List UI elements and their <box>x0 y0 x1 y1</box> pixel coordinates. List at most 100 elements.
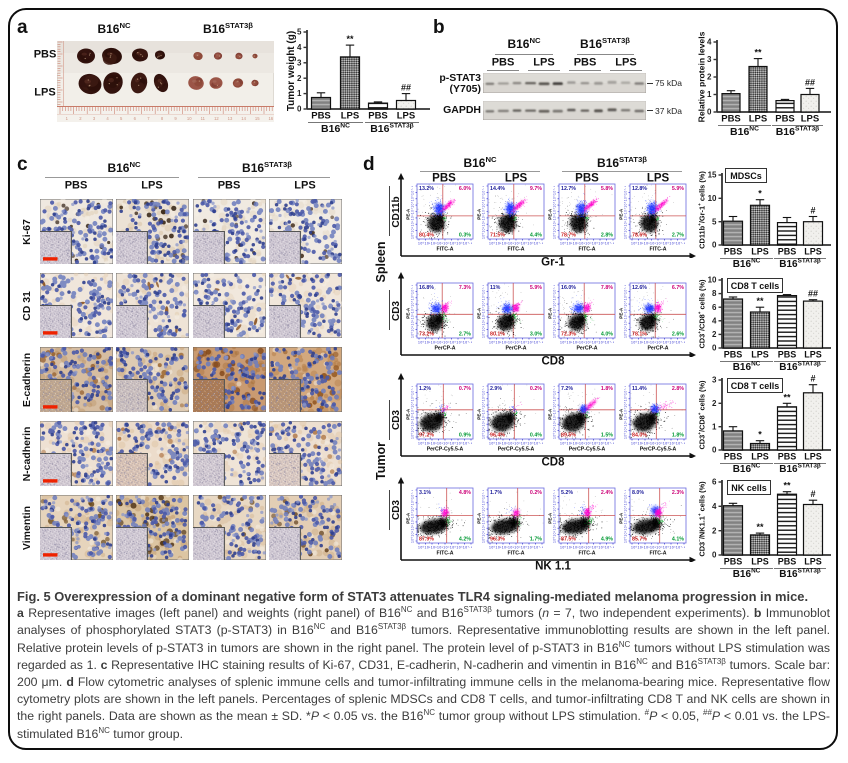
svg-text:10⁰10¹10²10³10⁴10⁵10⁶10⁷·²: 10⁰10¹10²10³10⁴10⁵10⁶10⁷·² <box>411 185 415 239</box>
svg-text:PE-A: PE-A <box>406 408 411 420</box>
svg-text:10⁰10¹10²10³10⁴10⁵10⁶10⁷·²: 10⁰10¹10²10³10⁴10⁵10⁶10⁷·² <box>624 185 628 239</box>
svg-text:9: 9 <box>174 116 177 121</box>
svg-text:7.2%: 7.2% <box>561 386 573 392</box>
svg-text:1: 1 <box>712 422 717 431</box>
svg-text:72.3%: 72.3% <box>561 332 576 338</box>
svg-text:10⁰10¹10²10³10⁴10⁵10⁶10⁷·²: 10⁰10¹10²10³10⁴10⁵10⁶10⁷·² <box>482 385 486 439</box>
svg-text:5: 5 <box>712 217 717 226</box>
svg-text:10: 10 <box>708 194 717 203</box>
svg-text:4: 4 <box>106 116 109 121</box>
svg-text:PE-A: PE-A <box>477 208 482 220</box>
svg-text:PE-A: PE-A <box>477 307 482 319</box>
svg-text:##: ## <box>805 77 815 87</box>
svg-text:78.7%: 78.7% <box>561 233 576 239</box>
svg-text:0: 0 <box>712 241 717 249</box>
svg-text:16: 16 <box>268 116 273 121</box>
svg-text:8.0%: 8.0% <box>632 490 644 496</box>
svg-text:13: 13 <box>228 116 233 121</box>
svg-text:2: 2 <box>297 74 302 83</box>
svg-text:0.7%: 0.7% <box>459 386 471 392</box>
svg-text:6: 6 <box>712 303 717 312</box>
svg-text:7.8%: 7.8% <box>601 285 613 291</box>
svg-text:16.0%: 16.0% <box>561 285 576 291</box>
svg-text:9.7%: 9.7% <box>530 186 542 192</box>
svg-text:4.0%: 4.0% <box>601 332 613 338</box>
svg-text:0.2%: 0.2% <box>530 386 542 392</box>
svg-text:**: ** <box>756 522 764 532</box>
svg-text:87.9%: 87.9% <box>419 537 434 543</box>
svg-text:4: 4 <box>707 38 712 47</box>
svg-text:PE-A: PE-A <box>477 512 482 524</box>
svg-text:13.2%: 13.2% <box>419 186 434 192</box>
svg-text:3: 3 <box>707 55 712 64</box>
svg-text:3.1%: 3.1% <box>419 490 431 496</box>
svg-text:1: 1 <box>297 89 302 98</box>
svg-text:3.0%: 3.0% <box>530 332 542 338</box>
svg-text:11%: 11% <box>490 285 501 291</box>
svg-text:##: ## <box>808 289 818 299</box>
svg-text:10⁰10¹10²10³10⁴10⁵10⁶10⁷·²: 10⁰10¹10²10³10⁴10⁵10⁶10⁷·² <box>489 242 544 246</box>
svg-text:10⁰10¹10²10³10⁴10⁵10⁶10⁷·²: 10⁰10¹10²10³10⁴10⁵10⁶10⁷·² <box>489 341 544 345</box>
svg-text:0: 0 <box>297 105 302 113</box>
svg-text:80.4%: 80.4% <box>419 233 434 239</box>
svg-text:4.1%: 4.1% <box>672 537 684 543</box>
svg-text:PE-A: PE-A <box>548 408 553 420</box>
svg-text:0.4%: 0.4% <box>530 433 542 439</box>
svg-text:10⁰10¹10²10³10⁴10⁵10⁶10⁷·²: 10⁰10¹10²10³10⁴10⁵10⁶10⁷·² <box>411 489 415 543</box>
svg-text:2.3%: 2.3% <box>672 490 684 496</box>
svg-text:6.7%: 6.7% <box>672 285 684 291</box>
svg-text:##: ## <box>401 83 411 93</box>
svg-text:8: 8 <box>161 116 164 121</box>
svg-text:4.4%: 4.4% <box>530 233 542 239</box>
svg-text:80.1%: 80.1% <box>490 332 505 338</box>
svg-text:2: 2 <box>712 399 717 408</box>
svg-text:4.9%: 4.9% <box>601 537 613 543</box>
svg-text:97.2%: 97.2% <box>419 433 434 439</box>
svg-text:*: * <box>758 430 762 440</box>
svg-text:10⁰10¹10²10³10⁴10⁵10⁶10⁷·²: 10⁰10¹10²10³10⁴10⁵10⁶10⁷·² <box>553 284 557 338</box>
svg-text:15: 15 <box>708 171 717 180</box>
svg-text:5.9%: 5.9% <box>672 186 684 192</box>
svg-text:96.4%: 96.4% <box>490 433 505 439</box>
svg-text:10⁰10¹10²10³10⁴10⁵10⁶10⁷·²: 10⁰10¹10²10³10⁴10⁵10⁶10⁷·² <box>553 489 557 543</box>
svg-text:16.8%: 16.8% <box>419 285 434 291</box>
svg-text:12.6%: 12.6% <box>632 285 647 291</box>
svg-text:2.7%: 2.7% <box>672 233 684 239</box>
svg-text:3: 3 <box>93 116 96 121</box>
svg-text:#: # <box>810 489 815 499</box>
svg-text:**: ** <box>783 481 791 491</box>
svg-text:10⁰10¹10²10³10⁴10⁵10⁶10⁷·²: 10⁰10¹10²10³10⁴10⁵10⁶10⁷·² <box>631 546 686 550</box>
svg-text:10⁰10¹10²10³10⁴10⁵10⁶10⁷·²: 10⁰10¹10²10³10⁴10⁵10⁶10⁷·² <box>418 442 473 446</box>
svg-text:10⁰10¹10²10³10⁴10⁵10⁶10⁷·²: 10⁰10¹10²10³10⁴10⁵10⁶10⁷·² <box>411 385 415 439</box>
svg-text:3: 3 <box>712 376 717 385</box>
svg-text:10⁰10¹10²10³10⁴10⁵10⁶10⁷·²: 10⁰10¹10²10³10⁴10⁵10⁶10⁷·² <box>489 442 544 446</box>
svg-text:2: 2 <box>712 330 717 339</box>
svg-text:PE-A: PE-A <box>619 408 624 420</box>
svg-text:*: * <box>758 189 762 199</box>
svg-text:7: 7 <box>147 116 150 121</box>
svg-text:10⁰10¹10²10³10⁴10⁵10⁶10⁷·²: 10⁰10¹10²10³10⁴10⁵10⁶10⁷·² <box>560 546 615 550</box>
svg-text:11.4%: 11.4% <box>632 386 647 392</box>
svg-text:84.0%: 84.0% <box>632 433 647 439</box>
svg-text:0: 0 <box>707 108 712 116</box>
svg-text:PE-A: PE-A <box>548 307 553 319</box>
svg-text:78.1%: 78.1% <box>632 332 647 338</box>
svg-text:4.8%: 4.8% <box>459 490 471 496</box>
svg-text:PE-A: PE-A <box>619 512 624 524</box>
svg-text:1.7%: 1.7% <box>490 490 502 496</box>
svg-text:5: 5 <box>297 28 302 37</box>
svg-text:PE-A: PE-A <box>548 512 553 524</box>
svg-text:10⁰10¹10²10³10⁴10⁵10⁶10⁷·²: 10⁰10¹10²10³10⁴10⁵10⁶10⁷·² <box>560 442 615 446</box>
svg-text:2.9%: 2.9% <box>490 386 502 392</box>
svg-text:96.3%: 96.3% <box>490 537 505 543</box>
svg-text:4.2%: 4.2% <box>459 537 471 543</box>
svg-text:14: 14 <box>241 116 246 121</box>
svg-text:PE-A: PE-A <box>406 307 411 319</box>
svg-text:0.2%: 0.2% <box>530 490 542 496</box>
svg-text:10⁰10¹10²10³10⁴10⁵10⁶10⁷·²: 10⁰10¹10²10³10⁴10⁵10⁶10⁷·² <box>631 341 686 345</box>
svg-text:2.8%: 2.8% <box>601 233 613 239</box>
svg-text:10⁰10¹10²10³10⁴10⁵10⁶10⁷·²: 10⁰10¹10²10³10⁴10⁵10⁶10⁷·² <box>553 185 557 239</box>
svg-text:6: 6 <box>134 116 137 121</box>
svg-text:12.7%: 12.7% <box>561 186 576 192</box>
svg-text:5.9%: 5.9% <box>530 285 542 291</box>
